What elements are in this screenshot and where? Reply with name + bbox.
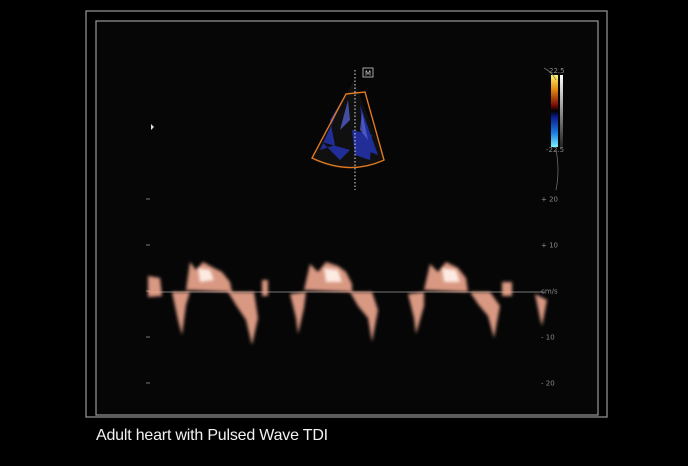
color-scale-max: 22.5 xyxy=(549,67,565,75)
caption: Adult heart with Pulsed Wave TDI xyxy=(96,427,328,444)
image-frame xyxy=(95,20,599,416)
velocity-tick-label: cm/s xyxy=(541,288,558,296)
color-scale-min: -22.5 xyxy=(546,146,564,154)
sector-image: M xyxy=(311,67,385,190)
color-scale: 22.5 -22.5 xyxy=(543,67,565,191)
velocity-tick-label: + 20 xyxy=(541,196,558,204)
cursor-marker xyxy=(151,124,154,130)
sector-marker: M xyxy=(365,70,371,78)
outer-frame xyxy=(85,10,608,418)
velocity-tick-label: - 10 xyxy=(541,334,555,342)
doppler-spectrum xyxy=(148,262,547,345)
velocity-tick-label: + 10 xyxy=(541,242,558,250)
velocity-tick-label: - 20 xyxy=(541,380,555,388)
